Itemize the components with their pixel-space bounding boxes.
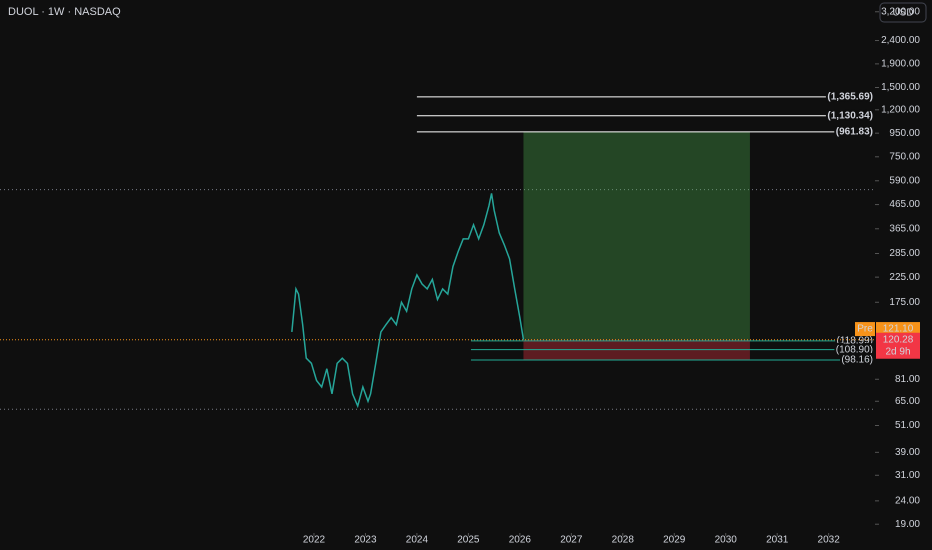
level-label: (1,365.69) [827,92,873,103]
y-tick-label: 3,200.00 [881,6,920,17]
level-label: (118.99) [836,335,873,346]
x-tick-label: 2031 [766,535,789,546]
y-tick-label: 2,400.00 [881,35,920,46]
x-tick-label: 2029 [663,535,686,546]
level-label: (98.16) [841,355,873,366]
x-tick-label: 2025 [457,535,480,546]
price-line [291,193,525,409]
y-tick-label: 1,200.00 [881,104,920,115]
currency-button[interactable] [879,2,927,23]
premarket-price-badge [876,322,920,337]
y-tick-label: 39.00 [895,447,920,458]
x-tick-label: 2030 [715,535,738,546]
y-tick-label: 65.00 [895,396,920,407]
y-tick-label: 24.00 [895,495,920,506]
last-price-label: 120.28 [883,334,914,345]
target-zone [523,131,750,340]
y-tick-label: 175.00 [889,297,920,308]
y-tick-label: 51.00 [895,420,920,431]
y-tick-label: 225.00 [889,272,920,283]
y-tick-label: 590.00 [889,175,920,186]
level-label: (961.83) [836,127,873,138]
x-tick-label: 2024 [406,535,429,546]
currency-label[interactable]: USD [892,8,913,19]
y-tick-label: 1,900.00 [881,59,920,70]
x-tick-label: 2023 [354,535,377,546]
x-tick-label: 2028 [612,535,635,546]
y-tick-label: 19.00 [895,519,920,530]
chart-title: DUOL · 1W · NASDAQ [8,6,121,18]
y-tick-label: 285.00 [889,248,920,259]
countdown: 2d 9h [885,346,910,357]
x-tick-label: 2032 [818,535,841,546]
y-tick-label: 31.00 [895,470,920,481]
level-label: (108.90) [836,344,873,355]
y-tick-label: 465.00 [889,199,920,210]
premarket-badge [855,322,875,337]
y-tick-label: 750.00 [889,151,920,162]
y-tick-label: 950.00 [889,128,920,139]
level-label: (1,130.34) [827,110,873,121]
x-tick-label: 2027 [560,535,583,546]
premarket-price: 121.10 [883,324,914,335]
x-tick-label: 2026 [509,535,532,546]
y-tick-label: 81.00 [895,374,920,385]
y-tick-label: 1,500.00 [881,82,920,93]
x-tick-label: 2022 [303,535,326,546]
last-price-badge [876,332,920,359]
y-tick-label: 365.00 [889,223,920,234]
premarket-tag: Pre [857,324,873,335]
